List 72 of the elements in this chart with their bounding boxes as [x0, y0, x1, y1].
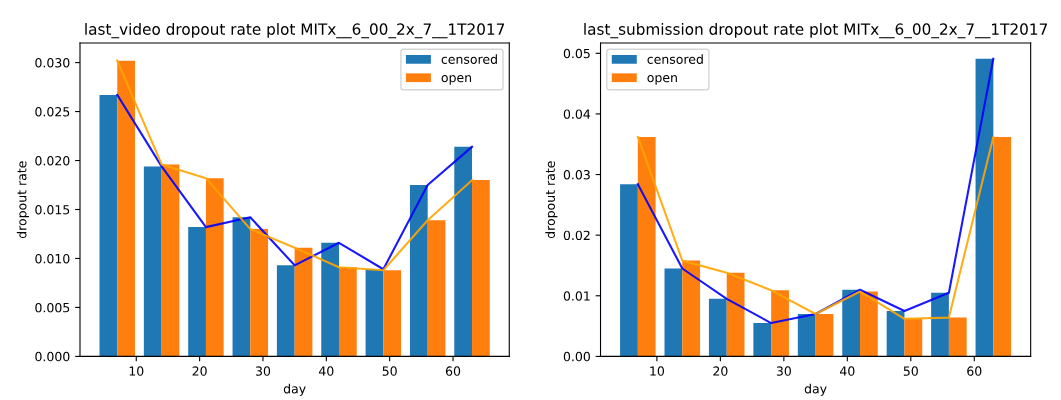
bar: [771, 290, 789, 357]
bar: [860, 291, 878, 357]
y-tick-label: 0.025: [35, 107, 70, 117]
bar: [904, 318, 923, 357]
bar: [143, 166, 162, 357]
y-tick-label: 0.010: [35, 253, 70, 264]
bar: [365, 269, 384, 357]
y-tick-label: 0.04: [563, 109, 591, 119]
bar: [993, 136, 1012, 357]
bar: [454, 146, 473, 357]
chart-title: last_submission dropout rate plot MITx__6_00_2x_7__1T2017: [584, 23, 1047, 39]
x-tick-label: 30: [255, 366, 271, 376]
y-tick-label: 0.000: [35, 351, 70, 362]
bar: [338, 267, 357, 357]
bar: [409, 185, 428, 357]
bar: [161, 164, 180, 357]
y-tick-label: 0.030: [35, 58, 70, 68]
bar: [294, 247, 313, 357]
bar: [117, 60, 135, 357]
bar: [886, 310, 905, 357]
x-tick-label: 60: [967, 366, 982, 376]
y-tick-label: 0.015: [35, 204, 70, 215]
x-tick-label: 10: [129, 366, 144, 376]
x-tick-label: 30: [776, 366, 791, 376]
chart-title: last_video dropout rate plot MITx__6_00_2x_7__1T2017: [85, 23, 505, 39]
line-series: [116, 93, 474, 271]
y-tick-label: 0.005: [35, 302, 70, 313]
y-tick-label: 0.00: [563, 351, 590, 362]
bar: [188, 227, 206, 357]
bar: [472, 180, 490, 357]
bar: [250, 229, 269, 357]
bar: [383, 270, 402, 357]
bar: [842, 289, 861, 357]
y-axis-title: dropout rate: [545, 161, 558, 239]
bar: [931, 292, 949, 357]
bar: [948, 317, 967, 357]
line-series: [636, 135, 995, 320]
bar: [753, 323, 772, 357]
bar: [637, 136, 656, 357]
bar: [726, 272, 745, 357]
bar: [682, 260, 701, 357]
bar: [797, 313, 816, 357]
legend-label: open: [647, 75, 677, 85]
x-tick-label: 10: [650, 366, 665, 376]
x-tick-label: 20: [713, 366, 728, 376]
bar: [321, 242, 339, 357]
legend-label: censored: [441, 54, 497, 64]
x-tick-label: 20: [192, 366, 207, 376]
y-tick-label: 0.01: [563, 291, 590, 301]
y-tick-label: 0.020: [35, 156, 70, 166]
bar: [815, 313, 834, 357]
y-axis-title: dropout rate: [16, 161, 29, 239]
bar: [427, 220, 446, 357]
y-tick-label: 0.02: [563, 230, 590, 241]
bar: [276, 265, 295, 357]
x-tick-label: 50: [903, 366, 918, 376]
bar: [664, 268, 683, 357]
bar: [620, 184, 638, 357]
x-tick-label: 40: [318, 366, 334, 376]
x-axis-title: day: [283, 383, 306, 396]
y-tick-label: 0.03: [563, 170, 590, 180]
legend-label: open: [441, 75, 472, 85]
y-tick-label: 0.05: [563, 48, 590, 59]
bar: [99, 94, 118, 357]
bar: [205, 178, 224, 357]
x-tick-label: 60: [445, 366, 461, 376]
legend-label: censored: [647, 54, 703, 64]
x-tick-label: 50: [382, 366, 397, 376]
x-tick-label: 40: [839, 366, 855, 376]
x-axis-title: day: [804, 383, 827, 396]
bar: [232, 217, 251, 357]
bar: [708, 298, 727, 357]
